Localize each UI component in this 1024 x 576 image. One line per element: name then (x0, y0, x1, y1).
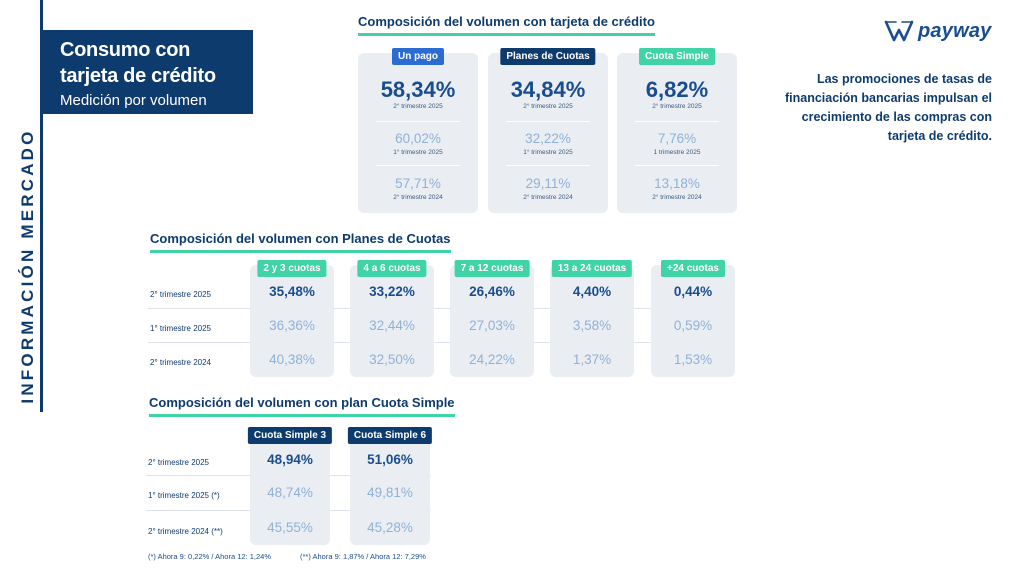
side-description: Las promociones de tasas de financiación… (784, 72, 992, 143)
s2-value: 35,48% (269, 284, 315, 299)
s2-value: 1,37% (572, 352, 612, 367)
s1-card-un-pago: Un pago 58,34% 2° trimestre 2025 60,02% … (358, 48, 478, 213)
s3-value: 45,28% (367, 520, 413, 535)
s2-value: 32,50% (369, 352, 415, 367)
s3-badge: Cuota Simple 6 (347, 427, 433, 444)
s2-row-divider (148, 342, 733, 343)
s1-value: 13,18% (654, 176, 700, 191)
s1-period: 1 trimestre 2025 (653, 149, 701, 156)
s1-value: 32,22% (525, 131, 571, 146)
payway-logo-icon (884, 20, 914, 42)
s2-badge: 2 y 3 cuotas (257, 260, 327, 277)
s1-value: 34,84% (510, 77, 586, 102)
payway-logo: payway (884, 18, 991, 44)
s1-value: 6,82% (645, 77, 709, 102)
s2-value: 1,53% (673, 352, 713, 367)
s1-card-cuota-simple: Cuota Simple 6,82% 2° trimestre 2025 7,7… (617, 48, 737, 213)
s1-period: 2° trimestre 2025 (523, 103, 573, 110)
s2-value: 0,44% (673, 284, 713, 299)
s2-row-divider (148, 308, 733, 309)
header-box: Consumo con tarjeta de crédito Medición … (43, 30, 253, 114)
s2-value: 26,46% (469, 284, 515, 299)
s1-badge-un-pago: Un pago (392, 48, 444, 65)
s2-row-label: 1° trimestre 2025 (150, 324, 212, 333)
s1-value: 57,71% (395, 176, 441, 191)
s1-separator (506, 121, 590, 122)
section1-title: Composición del volumen con tarjeta de c… (358, 14, 655, 36)
s3-card-cuota-simple-3: Cuota Simple 3 48,94% 48,74% 45,55% (247, 427, 333, 545)
header-title-line1: Consumo con (60, 39, 191, 61)
s2-card-2-y-3-cuotas: 2 y 3 cuotas 35,48% 36,36% 40,38% (250, 260, 334, 377)
s1-value: 60,02% (395, 131, 441, 146)
s1-separator (506, 165, 590, 166)
s1-separator (635, 165, 719, 166)
s3-value: 51,06% (367, 452, 413, 467)
s1-value: 29,11% (525, 176, 571, 191)
s2-badge: 7 a 12 cuotas (454, 260, 530, 277)
s1-badge-planes-de-cuotas: Planes de Cuotas (500, 48, 596, 65)
s3-card-cuota-simple-6: Cuota Simple 6 51,06% 49,81% 45,28% (347, 427, 433, 545)
s3-badge: Cuota Simple 3 (247, 427, 333, 444)
section3-title: Composición del volumen con plan Cuota S… (149, 395, 455, 417)
s1-period: 2° trimestre 2025 (393, 103, 443, 110)
s2-value: 27,03% (469, 318, 515, 333)
s2-value: 0,59% (673, 318, 713, 333)
s2-badge: 4 a 6 cuotas (357, 260, 427, 277)
s2-card-13-a-24-cuotas: 13 a 24 cuotas 4,40% 3,58% 1,37% (550, 260, 634, 377)
s3-row-label: 2° trimestre 2024 (**) (148, 527, 223, 536)
s1-period: 1° trimestre 2025 (523, 149, 573, 156)
header-title-line2: tarjeta de crédito (60, 65, 216, 87)
footnote-2: (**) Ahora 9: 1,87% / Ahora 12: 7,29% (300, 552, 426, 561)
s1-separator (376, 121, 460, 122)
s3-value: 48,94% (267, 452, 313, 467)
s3-row-label: 1° trimestre 2025 (*) (148, 491, 220, 500)
s2-value: 36,36% (269, 318, 315, 333)
s2-value: 3,58% (572, 318, 612, 333)
s2-badge: +24 cuotas (661, 260, 725, 277)
s1-separator (376, 165, 460, 166)
s3-value: 45,55% (267, 520, 313, 535)
s2-card-7-a-12-cuotas: 7 a 12 cuotas 26,46% 27,03% 24,22% (450, 260, 534, 377)
s2-row-label: 2° trimestre 2025 (150, 290, 212, 299)
s1-period: 2° trimestre 2025 (652, 103, 702, 110)
s1-badge-cuota-simple: Cuota Simple (639, 48, 715, 65)
s2-card-4-a-6-cuotas: 4 a 6 cuotas 33,22% 32,44% 32,50% (350, 260, 434, 377)
s1-card-planes-de-cuotas: Planes de Cuotas 34,84% 2° trimestre 202… (488, 48, 608, 213)
s2-value: 32,44% (369, 318, 415, 333)
s1-period: 2° trimestre 2024 (652, 194, 702, 201)
s1-period: 2° trimestre 2024 (523, 194, 573, 201)
s2-row-label: 2° trimestre 2024 (150, 358, 212, 367)
s3-row-label: 2° trimestre 2025 (148, 458, 210, 467)
footnote-1: (*) Ahora 9: 0,22% / Ahora 12: 1,24% (148, 552, 271, 561)
s2-value: 4,40% (572, 284, 612, 299)
s3-value: 48,74% (267, 485, 313, 500)
s1-value: 58,34% (380, 77, 456, 102)
s2-value: 33,22% (369, 284, 415, 299)
left-accent-line (40, 0, 43, 412)
s1-period: 1° trimestre 2025 (393, 149, 443, 156)
s1-separator (635, 121, 719, 122)
section-side-label: INFORMACIÓN MERCADO (18, 128, 37, 404)
s3-value: 49,81% (367, 485, 413, 500)
logo-text: payway (918, 19, 992, 42)
s2-badge: 13 a 24 cuotas (551, 260, 633, 277)
s2-value: 40,38% (269, 352, 315, 367)
s1-value: 7,76% (657, 131, 697, 146)
s2-card-plus-24-cuotas: +24 cuotas 0,44% 0,59% 1,53% (651, 260, 735, 377)
s1-period: 2° trimestre 2024 (393, 194, 443, 201)
header-subtitle: Medición por volumen (60, 92, 207, 109)
section2-title: Composición del volumen con Planes de Cu… (150, 231, 451, 253)
s2-value: 24,22% (469, 352, 515, 367)
